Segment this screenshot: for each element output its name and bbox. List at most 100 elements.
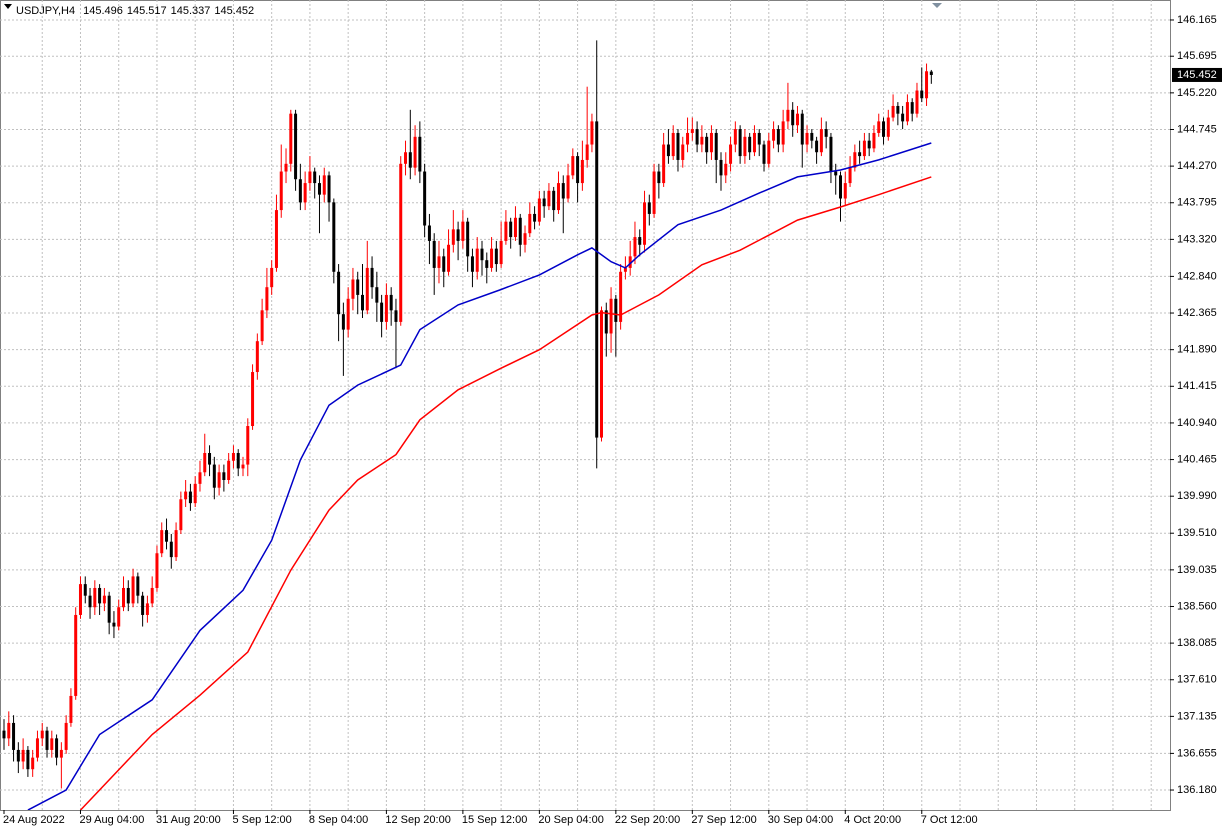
- candle-body: [451, 229, 455, 245]
- candle-body: [709, 132, 713, 153]
- y-tick-label: 138.085: [1177, 637, 1217, 649]
- y-tick-label: 143.795: [1177, 197, 1217, 209]
- candle-body: [255, 341, 259, 373]
- candle-body: [423, 171, 427, 226]
- x-tick-label: 29 Aug 04:00: [79, 814, 144, 826]
- candle-body: [313, 171, 317, 184]
- candle-body: [786, 109, 790, 122]
- candle-body: [427, 225, 431, 241]
- candle-body: [341, 314, 345, 330]
- candle-body: [365, 267, 369, 311]
- candle-body: [26, 749, 30, 770]
- candle-body: [580, 159, 584, 184]
- candle-body: [733, 129, 737, 145]
- candle-body: [241, 464, 245, 469]
- candle-body: [274, 210, 278, 268]
- candle-body: [824, 129, 828, 137]
- y-tick-label: 142.840: [1177, 270, 1217, 282]
- symbol-title: USDJPY,H4: [16, 5, 75, 17]
- candle-body: [160, 530, 164, 554]
- candle-body: [389, 294, 393, 311]
- x-tick-label: 7 Oct 12:00: [921, 814, 978, 826]
- candle-body: [169, 541, 173, 558]
- candle-body: [35, 738, 39, 758]
- candle-body: [394, 310, 398, 322]
- candle-body: [404, 152, 408, 164]
- candle-body: [45, 730, 49, 750]
- candle-body: [227, 460, 231, 480]
- candle-body: [351, 279, 355, 299]
- candle-body: [509, 221, 513, 238]
- candle-body: [188, 491, 192, 504]
- moving-average: [79, 176, 932, 810]
- candle-body: [815, 140, 819, 153]
- candle-body: [480, 248, 484, 261]
- candle-body: [126, 587, 130, 604]
- candle-body: [131, 576, 135, 604]
- candle-body: [752, 132, 756, 153]
- candle-body: [98, 587, 102, 604]
- candle-body: [399, 163, 403, 322]
- candle-body: [542, 198, 546, 207]
- candle-body: [380, 302, 384, 322]
- candle-body: [552, 190, 556, 211]
- candle-body: [418, 136, 422, 172]
- candle-body: [141, 595, 145, 615]
- header-price: 145.452: [214, 5, 254, 17]
- candle-body: [724, 163, 728, 176]
- candle-body: [657, 171, 661, 184]
- candle-body: [136, 576, 140, 596]
- candle-body: [40, 730, 44, 739]
- candle-body: [289, 113, 293, 164]
- candle-body: [456, 229, 460, 241]
- candle-body: [901, 113, 905, 122]
- candle-body: [64, 722, 68, 750]
- candle-body: [681, 144, 685, 160]
- candle-body: [905, 102, 909, 122]
- candle-body: [260, 310, 264, 342]
- y-tick-label: 141.890: [1177, 344, 1217, 356]
- candle-body: [929, 71, 933, 75]
- candle-body: [217, 472, 221, 488]
- candle-body: [322, 175, 326, 195]
- y-tick-label: 145.220: [1177, 87, 1217, 99]
- candle-body: [714, 132, 718, 160]
- candle-body: [337, 271, 341, 315]
- candle-body: [882, 121, 886, 137]
- candle-body: [447, 244, 451, 272]
- candle-body: [853, 152, 857, 168]
- y-tick-label: 142.365: [1177, 307, 1217, 319]
- y-tick-label: 138.560: [1177, 600, 1217, 612]
- x-tick-label: 4 Oct 20:00: [844, 814, 901, 826]
- x-tick-label: 15 Sep 12:00: [462, 814, 527, 826]
- candle-body: [595, 121, 599, 438]
- candle-body: [772, 129, 776, 141]
- candle-body: [78, 584, 82, 615]
- candle-body: [107, 595, 111, 623]
- candle-body: [102, 595, 106, 604]
- candle-body: [375, 287, 379, 303]
- candle-body: [327, 175, 331, 203]
- header-price: 145.517: [127, 5, 167, 17]
- candle-body: [513, 217, 517, 238]
- candle-body: [805, 132, 809, 145]
- y-tick-label: 144.270: [1177, 160, 1217, 172]
- candle-body: [203, 453, 207, 473]
- candle-body: [7, 722, 11, 739]
- y-tick-label: 139.035: [1177, 564, 1217, 576]
- candle-body: [155, 553, 159, 588]
- candle-body: [695, 129, 699, 145]
- candle-body: [843, 183, 847, 199]
- candle-body: [270, 267, 274, 288]
- candle-body: [59, 749, 63, 758]
- candle-body: [184, 491, 188, 500]
- menu-arrow[interactable]: [4, 4, 12, 9]
- candle-body: [839, 175, 842, 199]
- x-tick-label: 8 Sep 04:00: [309, 814, 368, 826]
- candle-body: [686, 132, 690, 145]
- candle-body: [743, 136, 747, 157]
- candle-body: [332, 202, 336, 272]
- candle-body: [676, 132, 680, 160]
- candle-body: [556, 183, 560, 211]
- moving-average: [27, 142, 932, 810]
